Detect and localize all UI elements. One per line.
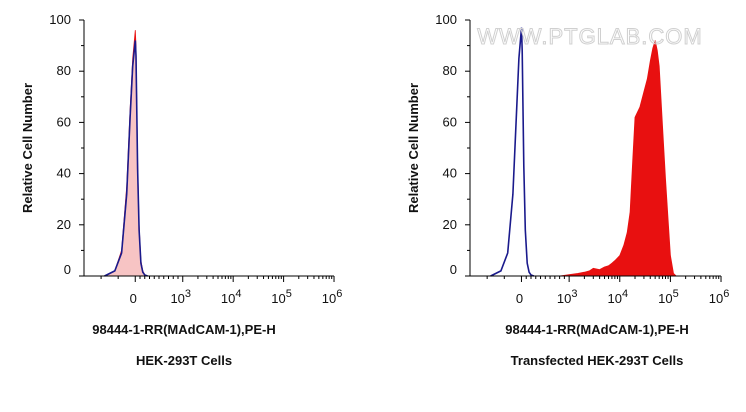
x-tick-base: 10	[322, 291, 336, 306]
x-tick-base: 10	[658, 291, 672, 306]
panel-caption: Transfected HEK-293T Cells	[511, 353, 684, 368]
x-tick-base: 0	[516, 291, 523, 306]
x-tick-label: 0	[516, 291, 523, 306]
x-tick-base: 10	[170, 291, 184, 306]
panel-caption: HEK-293T Cells	[136, 353, 232, 368]
histogram-series-1	[490, 27, 535, 277]
x-tick-exponent: 4	[622, 288, 628, 300]
x-tick-base: 10	[709, 291, 723, 306]
x-tick-label: 104	[607, 288, 628, 306]
x-tick-label: 105	[271, 288, 292, 306]
x-tick-exponent: 5	[286, 288, 292, 300]
histogram-series-2	[104, 40, 148, 277]
x-axis-title: 98444-1-RR(MAdCAM-1),PE-H	[92, 322, 275, 337]
x-tick-label: 103	[557, 288, 578, 306]
y-tick-label: 20	[443, 217, 457, 232]
x-tick-label: 106	[322, 288, 343, 306]
y-tick-label: 60	[57, 114, 71, 129]
x-tick-base: 10	[221, 291, 235, 306]
histogram-series-1	[104, 40, 148, 276]
y-axis-title: Relative Cell Number	[406, 83, 421, 213]
x-tick-label: 104	[221, 288, 242, 306]
x-tick-label: 0	[130, 291, 137, 306]
y-tick-label: 100	[49, 12, 71, 27]
y-tick-label: 0	[64, 262, 71, 277]
y-tick-label: 40	[443, 166, 457, 181]
x-tick-exponent: 5	[673, 288, 679, 300]
x-tick-base: 10	[607, 291, 621, 306]
y-tick-label: 100	[435, 12, 457, 27]
x-tick-base: 10	[557, 291, 571, 306]
x-tick-exponent: 6	[336, 288, 342, 300]
x-tick-exponent: 6	[723, 288, 729, 300]
y-axis-title: Relative Cell Number	[20, 83, 35, 213]
x-tick-label: 106	[709, 288, 730, 306]
x-axis-title: 98444-1-RR(MAdCAM-1),PE-H	[505, 322, 688, 337]
y-tick-label: 80	[443, 63, 457, 78]
histogram-series-0	[559, 40, 678, 277]
y-tick-label: 60	[443, 114, 457, 129]
x-tick-exponent: 3	[571, 288, 577, 300]
x-tick-base: 0	[130, 291, 137, 306]
y-tick-label: 40	[57, 166, 71, 181]
y-tick-label: 0	[450, 262, 457, 277]
x-tick-exponent: 4	[235, 288, 241, 300]
x-tick-base: 10	[271, 291, 285, 306]
y-tick-label: 20	[57, 217, 71, 232]
y-tick-label: 80	[57, 63, 71, 78]
x-tick-label: 105	[658, 288, 679, 306]
x-tick-exponent: 3	[185, 288, 191, 300]
watermark-text: WWW.PTGLAB.COM	[477, 24, 702, 49]
x-tick-label: 103	[170, 288, 191, 306]
